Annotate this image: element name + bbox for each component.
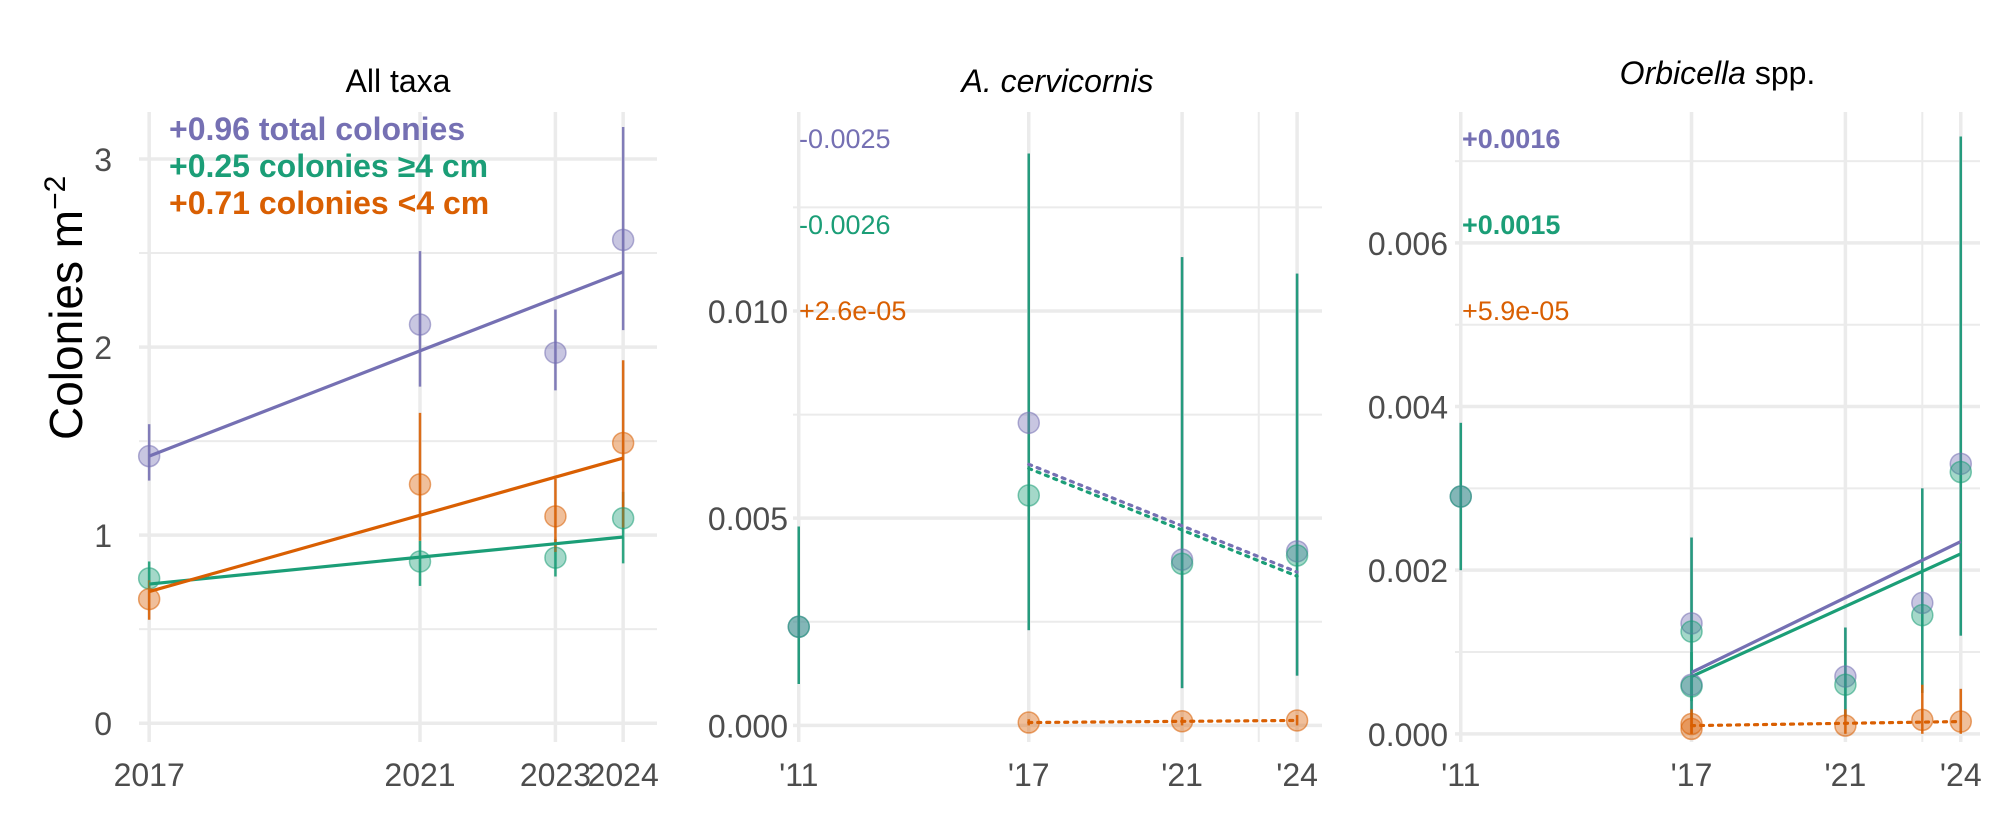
data-point-total bbox=[1911, 591, 1934, 615]
trend-line-large bbox=[1027, 466, 1299, 578]
panel-title-italic: A. cervicornis bbox=[959, 63, 1153, 99]
data-point-total bbox=[408, 313, 432, 336]
panel-title: All taxa bbox=[346, 63, 451, 99]
data-point-small bbox=[1285, 709, 1309, 732]
y-tick-label: 0.006 bbox=[1368, 226, 1448, 262]
x-tick-label: '24 bbox=[1940, 757, 1982, 793]
y-tick-label: 0.004 bbox=[1368, 390, 1448, 426]
data-point-total bbox=[1949, 452, 1973, 476]
trend-line-large bbox=[1690, 552, 1962, 679]
data-point-small bbox=[611, 431, 635, 455]
trend-line-small bbox=[148, 456, 624, 594]
x-tick-label: 2023 bbox=[520, 757, 591, 793]
data-point-large bbox=[1911, 603, 1934, 627]
y-tick-label: 0.000 bbox=[1368, 717, 1448, 753]
data-point-total bbox=[1680, 612, 1703, 635]
data-point-large bbox=[544, 546, 567, 569]
x-tick-label: 2024 bbox=[588, 757, 659, 793]
x-tick-label: 2021 bbox=[384, 757, 455, 793]
y-tick-label: 3 bbox=[94, 142, 112, 178]
data-point-large bbox=[1285, 544, 1309, 567]
panel-title-suffix: spp. bbox=[1746, 55, 1815, 91]
data-point-large bbox=[1680, 620, 1703, 643]
slope-annotation: +0.96 total colonies bbox=[169, 111, 465, 147]
data-point-large bbox=[611, 506, 635, 530]
panel-3: 0.000 0.002 0.004 0.006 '11 '17 '21 '24 Orbicell… bbox=[1368, 55, 1982, 793]
slope-annotation: +5.9e-05 bbox=[1462, 296, 1569, 326]
data-point-small bbox=[1834, 714, 1857, 737]
y-tick-label: 0.005 bbox=[708, 501, 788, 537]
slope-annotation: +0.0016 bbox=[1462, 124, 1560, 154]
x-tick-label: '17 bbox=[1671, 757, 1713, 793]
slope-annotation: +0.0015 bbox=[1462, 210, 1560, 240]
trend-line-total bbox=[1027, 462, 1299, 574]
panel-title: Orbicella spp. bbox=[1620, 55, 1816, 91]
slope-annotation: +0.25 colonies ≥4 cm bbox=[169, 148, 488, 184]
slope-annotation: +0.71 colonies <4 cm bbox=[169, 185, 489, 221]
data-point-large bbox=[1170, 552, 1194, 576]
data-point-large bbox=[1017, 484, 1040, 507]
data-point-small bbox=[1680, 712, 1703, 736]
y-tick-label: 1 bbox=[94, 518, 112, 554]
data-point-total bbox=[611, 228, 635, 252]
data-point-small bbox=[137, 587, 161, 611]
data-point-small bbox=[1911, 708, 1934, 732]
y-axis-label: Colonies m−2 bbox=[39, 176, 92, 440]
slope-annotation: -0.0026 bbox=[799, 210, 891, 240]
x-tick-label: '11 bbox=[779, 757, 818, 793]
y-tick-label: 0 bbox=[94, 706, 112, 742]
x-tick-label: '24 bbox=[1276, 757, 1318, 793]
trend-line-small bbox=[1689, 719, 1963, 728]
trend-line-small bbox=[1027, 718, 1299, 725]
slope-annotation: +2.6e-05 bbox=[799, 296, 906, 326]
data-point-small bbox=[1680, 717, 1703, 741]
y-tick-label: 0.010 bbox=[708, 294, 788, 330]
panel-2: 0.000 0.005 0.010 '11 '17 '21 '24 A. cervicorni… bbox=[708, 63, 1322, 793]
panel-title: A. cervicornis bbox=[959, 63, 1153, 99]
data-point-total bbox=[137, 444, 161, 468]
data-point-total bbox=[1017, 411, 1040, 435]
data-point-small bbox=[1017, 711, 1040, 734]
panel-title-text: All taxa bbox=[346, 63, 451, 99]
y-axis-label-text: Colonies m bbox=[40, 210, 92, 440]
data-point-total bbox=[1834, 665, 1857, 688]
y-tick-label: 2 bbox=[94, 330, 112, 366]
x-tick-label: '11 bbox=[1441, 757, 1480, 793]
x-tick-label: 2017 bbox=[114, 757, 185, 793]
data-point-large bbox=[137, 567, 161, 590]
trend-line-total bbox=[1690, 540, 1962, 674]
x-tick-label: '17 bbox=[1008, 757, 1050, 793]
data-point-total bbox=[544, 341, 567, 364]
trend-line-total bbox=[148, 270, 624, 458]
x-tick-label: '21 bbox=[1161, 757, 1203, 793]
y-axis-label-superscript: −2 bbox=[39, 176, 72, 210]
panel-title-italic: Orbicella bbox=[1620, 55, 1746, 91]
data-point-small bbox=[1949, 710, 1973, 733]
data-point-small bbox=[1170, 710, 1194, 733]
y-tick-label: 0.000 bbox=[708, 708, 788, 744]
data-point-small bbox=[408, 473, 432, 496]
data-point-small bbox=[544, 505, 567, 528]
data-point-large bbox=[1949, 460, 1973, 484]
y-tick-label: 0.002 bbox=[1368, 553, 1448, 589]
slope-annotation: -0.0025 bbox=[799, 124, 891, 154]
data-point-large bbox=[408, 550, 432, 573]
trend-line-large bbox=[148, 535, 624, 586]
data-point-large bbox=[1449, 485, 1473, 508]
x-tick-label: '21 bbox=[1825, 757, 1867, 793]
data-point-large bbox=[1680, 675, 1703, 698]
data-point-large bbox=[787, 615, 810, 639]
data-point-large bbox=[1834, 673, 1857, 696]
